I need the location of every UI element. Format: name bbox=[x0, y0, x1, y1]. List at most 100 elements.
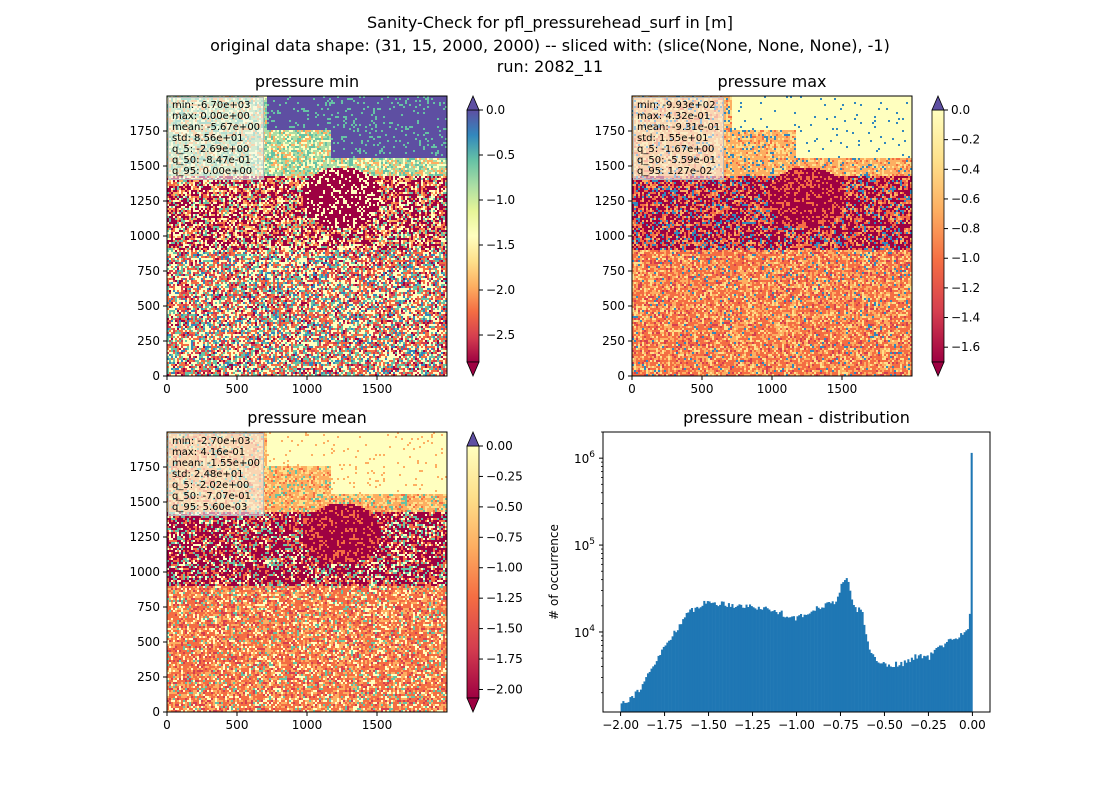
histogram-bar bbox=[902, 666, 905, 712]
x-tick-label: 500 bbox=[691, 382, 714, 396]
x-tick-label: −2.00 bbox=[602, 718, 639, 732]
histogram-bar bbox=[893, 666, 896, 712]
colorbar-tick-label: −2.0 bbox=[486, 283, 515, 297]
histogram-bar bbox=[967, 629, 970, 712]
histogram-bar bbox=[859, 609, 862, 712]
histogram-bar bbox=[720, 601, 723, 712]
stats-line: min: -2.70e+03 bbox=[172, 436, 251, 447]
histogram-bar bbox=[815, 606, 818, 712]
colorbar-extend-max bbox=[931, 94, 945, 111]
histogram-bar bbox=[940, 645, 943, 712]
histogram-bar bbox=[678, 624, 681, 712]
colorbar-tick-label: 0.0 bbox=[951, 103, 970, 117]
histogram-bar bbox=[801, 617, 804, 712]
histogram-bar bbox=[944, 643, 947, 712]
colorbar-tick-label: −2.5 bbox=[486, 328, 515, 342]
colorbar-tick-label: −1.4 bbox=[951, 311, 980, 325]
figure-title-line-2: original data shape: (31, 15, 2000, 2000… bbox=[210, 36, 890, 55]
histogram-bar bbox=[866, 641, 869, 712]
y-tick-label: 500 bbox=[137, 635, 160, 649]
histogram-bar bbox=[800, 613, 803, 712]
histogram-bar bbox=[719, 604, 722, 712]
histogram-bar bbox=[736, 605, 739, 712]
colorbar-tick-label: −0.25 bbox=[486, 469, 523, 483]
histogram-bar bbox=[872, 654, 875, 712]
colorbar-tick-label: −0.8 bbox=[951, 222, 980, 236]
stats-box: min: -6.70e+03 max: 0.00e+00 mean: -5.67e+… bbox=[168, 97, 265, 180]
histogram-bar bbox=[947, 639, 950, 712]
stats-line: std: 1.55e+01 bbox=[637, 133, 709, 144]
y-tick-label: 1250 bbox=[129, 530, 160, 544]
x-tick-label: 0.00 bbox=[959, 718, 986, 732]
histogram-bar bbox=[807, 614, 810, 712]
histogram-bar bbox=[861, 612, 864, 712]
stats-line: q_95: 5.60e-03 bbox=[172, 502, 248, 513]
histogram-bar bbox=[643, 681, 646, 712]
colorbar bbox=[931, 109, 945, 363]
histogram-bar bbox=[750, 606, 753, 712]
histogram-bar bbox=[909, 662, 912, 712]
histogram-bar bbox=[657, 655, 660, 712]
histogram-bar bbox=[880, 663, 883, 712]
histogram-bar bbox=[632, 697, 635, 712]
histogram-bar bbox=[794, 620, 797, 712]
x-tick-label: 1000 bbox=[757, 382, 788, 396]
y-tick-label: 750 bbox=[137, 264, 160, 278]
stats-line: q_5: -1.67e+00 bbox=[637, 144, 715, 155]
histogram-bar bbox=[775, 612, 778, 712]
stats-line: q_95: 0.00e+00 bbox=[172, 166, 253, 177]
colorbar-tick-label: −0.6 bbox=[951, 192, 980, 206]
histogram-bar bbox=[960, 633, 963, 712]
histogram-bar bbox=[865, 634, 868, 712]
histogram-bar bbox=[919, 654, 922, 712]
histogram-bar bbox=[926, 655, 929, 712]
histogram-bar bbox=[896, 666, 899, 712]
y-tick-label: 0 bbox=[152, 705, 160, 719]
colorbar-tick-label: −1.00 bbox=[486, 561, 523, 575]
histogram-bar bbox=[743, 607, 746, 712]
stats-line: q_50: -8.47e-01 bbox=[172, 155, 251, 166]
y-axis-label: # of occurrence bbox=[547, 524, 561, 620]
histogram-bar bbox=[847, 581, 850, 712]
histogram-bar bbox=[930, 652, 933, 712]
stats-line: mean: -5.67e+00 bbox=[172, 122, 261, 133]
histogram-bar bbox=[666, 642, 669, 712]
histogram-bar bbox=[689, 609, 692, 712]
x-tick-label: 500 bbox=[226, 718, 249, 732]
histogram-bar bbox=[810, 611, 813, 712]
histogram-bar bbox=[713, 602, 716, 712]
colorbar-extend-max bbox=[466, 94, 480, 111]
histogram-bar bbox=[910, 657, 913, 712]
colorbar-tick-label: −1.6 bbox=[951, 340, 980, 354]
histogram-bar bbox=[796, 616, 799, 712]
histogram-bar bbox=[819, 609, 822, 712]
histogram-bar bbox=[917, 655, 920, 712]
stats-line: mean: -9.31e-01 bbox=[637, 122, 721, 133]
histogram-bar bbox=[965, 630, 968, 712]
x-tick-label: −1.75 bbox=[646, 718, 683, 732]
histogram-bar bbox=[731, 604, 734, 712]
histogram-bar bbox=[884, 663, 887, 712]
colorbar-tick-label: −1.50 bbox=[486, 622, 523, 636]
histogram-bar bbox=[961, 634, 964, 712]
histogram-bar bbox=[887, 664, 891, 712]
stats-line: q_50: -7.07e-01 bbox=[172, 491, 251, 502]
y-tick-label: 1500 bbox=[129, 159, 160, 173]
histogram-bar bbox=[784, 617, 787, 712]
histogram-bar bbox=[782, 616, 785, 712]
histogram-bar bbox=[738, 604, 741, 712]
histogram-bar bbox=[956, 639, 959, 712]
colorbar-tick-label: −1.25 bbox=[486, 591, 523, 605]
histogram-bar bbox=[858, 607, 861, 712]
x-tick-label: −0.75 bbox=[822, 718, 859, 732]
colorbar-tick-label: −0.2 bbox=[951, 133, 980, 147]
x-tick-label: 1500 bbox=[827, 382, 858, 396]
histogram-bar bbox=[968, 613, 971, 712]
histogram-bar bbox=[697, 608, 701, 712]
histogram-bar bbox=[639, 689, 642, 712]
stats-line: min: -6.70e+03 bbox=[172, 100, 251, 111]
histogram-bar bbox=[692, 611, 695, 712]
histogram-bar bbox=[687, 612, 690, 712]
x-tick-label: 0 bbox=[163, 382, 171, 396]
histogram-bar bbox=[710, 603, 713, 712]
